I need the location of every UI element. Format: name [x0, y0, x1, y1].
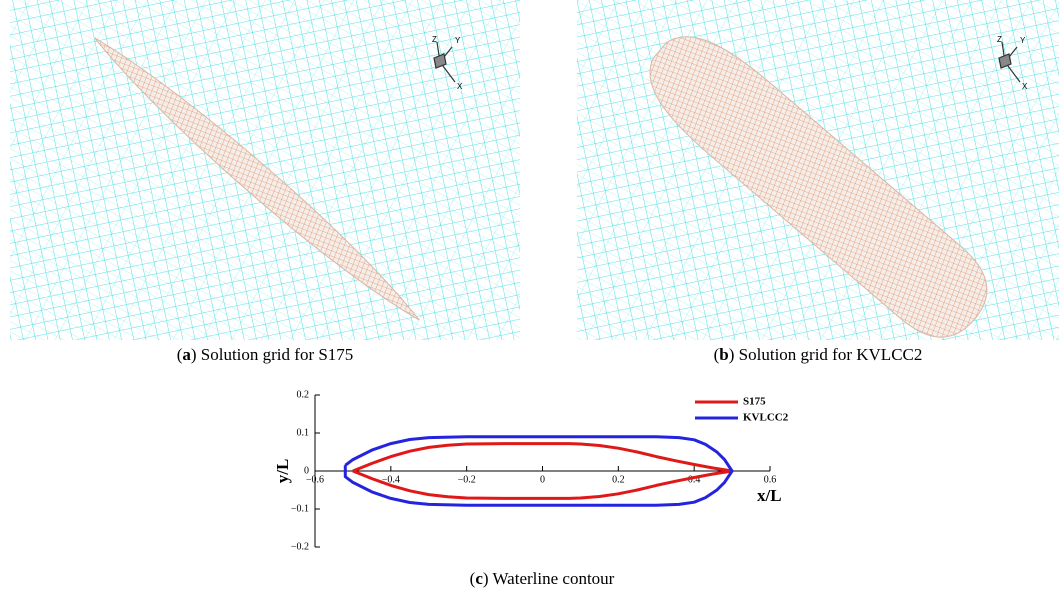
grid-image-b	[577, 0, 1059, 355]
x-tick-label: 0.2	[612, 474, 625, 485]
y-tick-label: 0.1	[297, 427, 310, 438]
caption-part: ) Waterline contour	[483, 569, 615, 588]
x-tick-label: −0.2	[458, 474, 476, 485]
caption-part: ) Solution grid for S175	[191, 345, 353, 364]
figure: Z Y X Z Y X (a) Solution grid for S175 (…	[0, 0, 1059, 599]
x-axis-label: x/L	[757, 486, 782, 505]
legend-label: KVLCC2	[743, 412, 789, 424]
axis-triad-label: X	[1022, 82, 1028, 91]
y-tick-label: −0.1	[291, 503, 309, 514]
x-tick-label: 0	[540, 474, 545, 485]
y-tick-label: −0.2	[291, 541, 309, 552]
axis-triad-label: X	[457, 82, 463, 91]
grid-image-a	[10, 0, 520, 340]
caption-letter: b	[719, 345, 728, 364]
caption: (a) Solution grid for S175	[177, 345, 354, 364]
axis-triad-label: Z	[432, 35, 437, 44]
page: {"panels": [ {"caption_open": "(", "lett…	[0, 0, 1059, 599]
axis-triad-label: Y	[1020, 36, 1026, 45]
axis-triad-label: Y	[455, 36, 461, 45]
x-tick-label: −0.6	[306, 474, 324, 485]
x-tick-label: 0.6	[764, 474, 777, 485]
caption: (c) Waterline contour	[470, 569, 615, 588]
caption-part: ) Solution grid for KVLCC2	[729, 345, 923, 364]
y-axis-label: y/L	[273, 459, 292, 484]
caption: (b) Solution grid for KVLCC2	[714, 345, 923, 364]
y-tick-label: 0.2	[297, 389, 310, 400]
axis-triad-label: Z	[997, 35, 1002, 44]
legend-label: S175	[743, 396, 766, 408]
